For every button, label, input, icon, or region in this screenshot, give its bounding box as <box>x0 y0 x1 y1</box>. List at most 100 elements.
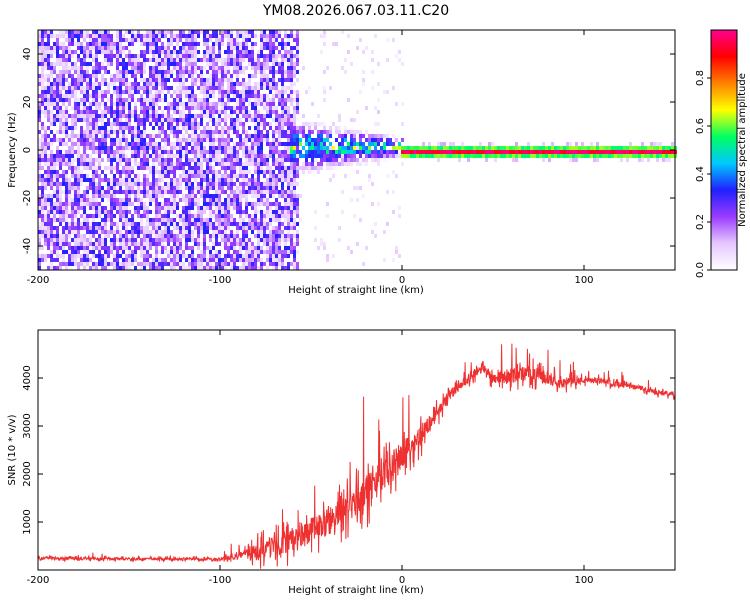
heatmap-cell <box>272 42 275 46</box>
heatmap-cell <box>38 150 41 154</box>
heatmap-cell <box>503 154 506 158</box>
heatmap-cell <box>134 238 137 242</box>
heatmap-cell <box>86 66 89 70</box>
heatmap-cell <box>149 110 152 114</box>
heatmap-cell <box>131 214 134 218</box>
heatmap-cell <box>236 222 239 226</box>
heatmap-cell <box>245 178 248 182</box>
heatmap-cell <box>203 34 206 38</box>
heatmap-cell <box>83 266 86 270</box>
heatmap-cell <box>140 182 143 186</box>
heatmap-cell <box>62 230 65 234</box>
heatmap-cell <box>221 86 224 90</box>
heatmap-cell <box>176 158 179 162</box>
heatmap-cell <box>53 154 56 158</box>
heatmap-cell <box>218 42 221 46</box>
heatmap-cell <box>95 262 98 266</box>
heatmap-cell <box>290 242 293 246</box>
heatmap-cell <box>92 266 95 270</box>
heatmap-cell <box>101 118 104 122</box>
heatmap-cell <box>89 182 92 186</box>
heatmap-cell <box>218 114 221 118</box>
heatmap-cell <box>197 166 200 170</box>
heatmap-cell <box>293 162 296 166</box>
heatmap-cell <box>209 114 212 118</box>
heatmap-cell <box>272 98 275 102</box>
heatmap-cell <box>233 198 236 202</box>
heatmap-cell <box>50 98 53 102</box>
heatmap-cell <box>284 190 287 194</box>
heatmap-cell <box>125 62 128 66</box>
heatmap-cell <box>179 238 182 242</box>
heatmap-cell <box>101 150 104 154</box>
heatmap-cell <box>272 134 275 138</box>
heatmap-cell <box>146 150 149 154</box>
heatmap-cell <box>266 142 269 146</box>
heatmap-cell <box>278 194 281 198</box>
heatmap-cell <box>125 54 128 58</box>
heatmap-cell <box>200 58 203 62</box>
heatmap-cell <box>392 150 395 154</box>
heatmap-cell <box>209 46 212 50</box>
heatmap-cell <box>278 210 281 214</box>
heatmap-cell <box>221 182 224 186</box>
heatmap-cell <box>251 74 254 78</box>
heatmap-cell <box>44 150 47 154</box>
heatmap-cell <box>230 38 233 42</box>
heatmap-cell <box>140 162 143 166</box>
heatmap-cell <box>233 170 236 174</box>
heatmap-cell <box>326 154 329 158</box>
heatmap-cell <box>68 154 71 158</box>
heatmap-cell <box>44 202 47 206</box>
heatmap-cell <box>71 94 74 98</box>
heatmap-cell <box>89 118 92 122</box>
heatmap-cell <box>239 82 242 86</box>
heatmap-cell <box>59 110 62 114</box>
heatmap-cell <box>656 150 659 154</box>
heatmap-cell <box>353 134 356 138</box>
heatmap-cell <box>179 246 182 250</box>
heatmap-cell <box>104 122 107 126</box>
heatmap-cell <box>287 266 290 270</box>
heatmap-cell <box>98 118 101 122</box>
heatmap-cell <box>308 86 311 90</box>
heatmap-cell <box>302 114 305 118</box>
heatmap-cell <box>251 162 254 166</box>
heatmap-cell <box>86 194 89 198</box>
heatmap-cell <box>62 66 65 70</box>
heatmap-cell <box>59 166 62 170</box>
heatmap-cell <box>128 106 131 110</box>
heatmap-cell <box>80 234 83 238</box>
heatmap-cell <box>200 266 203 270</box>
heatmap-cell <box>203 38 206 42</box>
heatmap-cell <box>92 58 95 62</box>
heatmap-cell <box>392 190 395 194</box>
heatmap-cell <box>647 150 650 154</box>
heatmap-cell <box>125 102 128 106</box>
heatmap-cell <box>164 174 167 178</box>
heatmap-cell <box>230 182 233 186</box>
heatmap-cell <box>305 162 308 166</box>
heatmap-cell <box>257 258 260 262</box>
heatmap-cell <box>170 50 173 54</box>
heatmap-cell <box>119 210 122 214</box>
heatmap-cell <box>191 126 194 130</box>
heatmap-cell <box>263 262 266 266</box>
heatmap-cell <box>194 238 197 242</box>
heatmap-cell <box>77 198 80 202</box>
heatmap-cell <box>263 38 266 42</box>
heatmap-cell <box>116 94 119 98</box>
heatmap-cell <box>284 34 287 38</box>
heatmap-cell <box>191 42 194 46</box>
heatmap-cell <box>230 214 233 218</box>
heatmap-cell <box>317 130 320 134</box>
heatmap-cell <box>68 34 71 38</box>
heatmap-cell <box>266 154 269 158</box>
heatmap-cell <box>59 122 62 126</box>
heatmap-cell <box>572 158 575 162</box>
heatmap-cell <box>107 214 110 218</box>
heatmap-cell <box>266 178 269 182</box>
heatmap-cell <box>365 106 368 110</box>
heatmap-cell <box>44 170 47 174</box>
heatmap-cell <box>128 158 131 162</box>
